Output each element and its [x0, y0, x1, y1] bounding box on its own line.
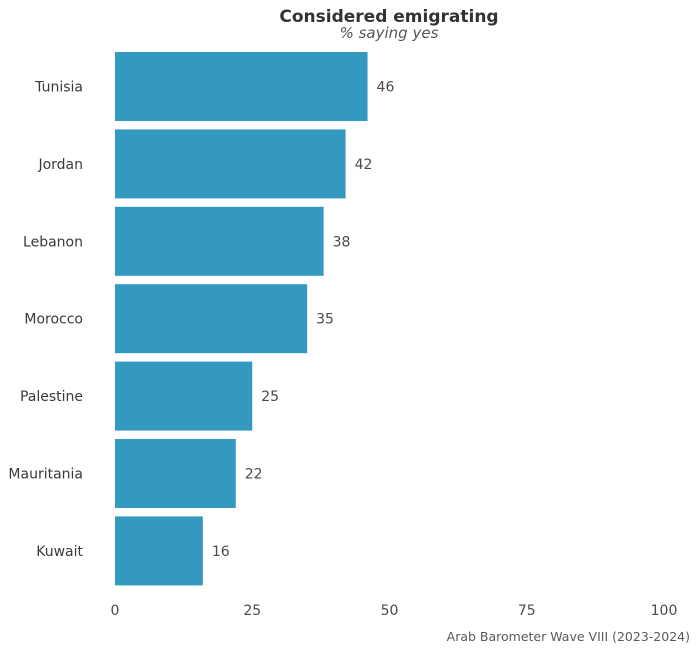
- bar-lebanon: [115, 206, 324, 276]
- value-label-lebanon: 38: [333, 234, 351, 250]
- x-tick-label-50: 50: [381, 603, 399, 619]
- x-tick-label-25: 25: [243, 603, 261, 619]
- value-label-jordan: 42: [355, 157, 373, 173]
- x-tick-label-100: 100: [651, 603, 678, 619]
- bars-layer: [115, 52, 368, 586]
- chart-caption: Arab Barometer Wave VIII (2023-2024): [447, 629, 690, 644]
- value-label-morocco: 35: [316, 312, 334, 328]
- chart-subtitle: % saying yes: [340, 24, 439, 42]
- value-label-mauritania: 22: [245, 467, 263, 483]
- chart-title: Considered emigrating: [279, 7, 498, 27]
- x-tick-label-0: 0: [111, 603, 120, 619]
- category-label-jordan: Jordan: [37, 157, 83, 173]
- x-axis-ticks: 0 25 50 75 100: [111, 603, 678, 619]
- bar-kuwait: [115, 516, 203, 586]
- value-label-palestine: 25: [261, 389, 279, 405]
- x-tick-label-75: 75: [518, 603, 536, 619]
- bar-palestine: [115, 361, 253, 431]
- bar-mauritania: [115, 439, 236, 508]
- bar-tunisia: [115, 52, 368, 121]
- category-label-palestine: Palestine: [20, 389, 83, 405]
- category-label-lebanon: Lebanon: [23, 234, 83, 250]
- category-label-morocco: Morocco: [24, 312, 83, 328]
- category-labels: Tunisia Jordan Lebanon Morocco Palestine Maur…: [8, 80, 83, 560]
- category-label-tunisia: Tunisia: [34, 80, 83, 96]
- value-label-kuwait: 16: [212, 544, 230, 560]
- value-label-tunisia: 46: [377, 80, 395, 96]
- bar-morocco: [115, 284, 308, 354]
- category-label-mauritania: Mauritania: [8, 467, 83, 483]
- category-label-kuwait: Kuwait: [36, 544, 83, 560]
- value-labels: 46 42 38 35 25 22 16: [212, 80, 395, 560]
- bar-jordan: [115, 129, 346, 199]
